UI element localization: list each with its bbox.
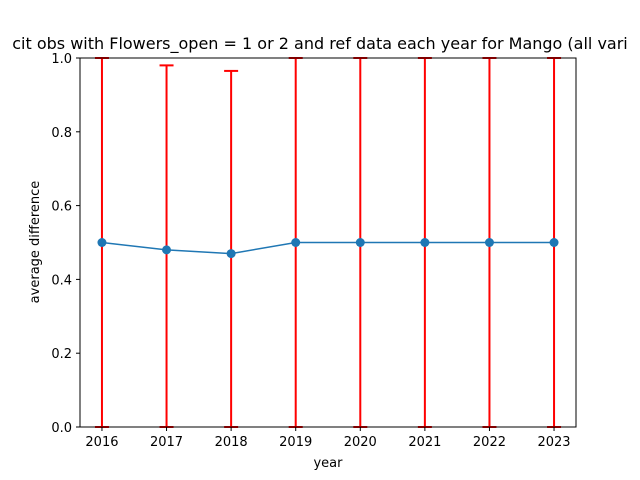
x-tick-label: 2019	[279, 435, 312, 450]
x-tick-label: 2021	[408, 435, 441, 450]
data-point	[226, 249, 236, 259]
data-point	[291, 238, 301, 247]
x-tick-label: 2023	[537, 435, 570, 450]
x-axis-label: year	[313, 456, 343, 471]
x-tick-label: 2022	[473, 435, 506, 450]
plot-area: 2016 2017 2018 2019 2020 2021 2022 2023 0.0 0.2 0.…	[51, 52, 577, 450]
y-tick-label: 1.0	[51, 52, 72, 67]
data-point	[484, 238, 494, 247]
x-tick-label: 2018	[215, 435, 248, 450]
axes-frame	[79, 57, 577, 428]
y-tick-label: 0.8	[51, 126, 72, 141]
chart-title: cit obs with Flowers_open = 1 or 2 and r…	[12, 34, 628, 54]
data-point	[162, 245, 172, 255]
x-tick-label: 2017	[150, 435, 183, 450]
data-point	[355, 238, 365, 247]
series-line	[101, 241, 555, 255]
data-point	[420, 238, 430, 247]
data-point	[549, 238, 559, 247]
y-axis-label: average difference	[28, 181, 43, 304]
data-point	[97, 238, 107, 247]
x-tick-label: 2020	[344, 435, 377, 450]
x-tick-label: 2016	[85, 435, 118, 450]
y-tick-label: 0.0	[51, 421, 72, 436]
y-tick-label: 0.4	[51, 273, 72, 288]
y-tick-label: 0.2	[51, 347, 72, 362]
y-tick-label: 0.6	[51, 200, 72, 215]
